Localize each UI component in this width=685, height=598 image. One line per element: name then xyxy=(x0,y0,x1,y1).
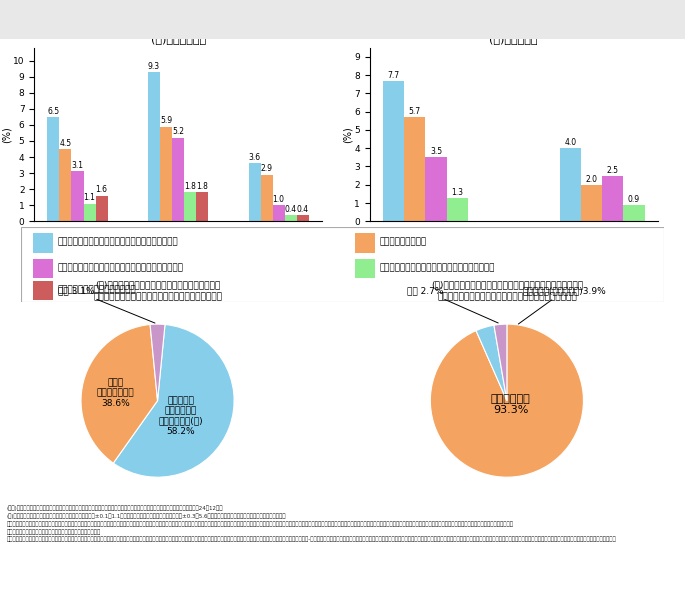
Text: 受けていない
93.3%: 受けていない 93.3% xyxy=(491,393,531,415)
Text: 7.7: 7.7 xyxy=(388,71,399,80)
Text: 2.5: 2.5 xyxy=(607,166,619,175)
Text: 3.1: 3.1 xyxy=(71,161,84,170)
Text: 現在または
過去に支援が
なされている(た)
58.2%: 現在または 過去に支援が なされている(た) 58.2% xyxy=(158,396,203,436)
Bar xyxy=(581,185,602,221)
Text: 5.9: 5.9 xyxy=(160,116,172,125)
Wedge shape xyxy=(113,325,234,477)
Text: 行動面（不注意または多動性・衝動性）で著しい困難: 行動面（不注意または多動性・衝動性）で著しい困難 xyxy=(58,263,184,272)
Y-axis label: (%): (%) xyxy=(1,126,12,143)
Text: 不明 3.1%: 不明 3.1% xyxy=(58,286,155,323)
Title: (３)学習面・行動面のいずれかまたは両方で著しい
困難を示すとされた者のうち、支援を受けた者の割合: (３)学習面・行動面のいずれかまたは両方で著しい 困難を示すとされた者のうち、支… xyxy=(93,280,222,301)
Text: 1.8: 1.8 xyxy=(184,182,196,191)
Text: 5.7: 5.7 xyxy=(409,107,421,116)
Bar xyxy=(84,203,96,221)
Text: 5.2: 5.2 xyxy=(172,127,184,136)
Bar xyxy=(356,258,375,278)
Bar xyxy=(356,233,375,253)
Text: 2.9: 2.9 xyxy=(260,164,273,173)
FancyBboxPatch shape xyxy=(5,3,84,36)
Text: 支援が
なされていない
38.6%: 支援が なされていない 38.6% xyxy=(97,378,134,408)
Bar xyxy=(34,258,53,278)
Text: 2.0: 2.0 xyxy=(586,175,597,184)
Text: 3.6: 3.6 xyxy=(249,153,260,162)
Bar xyxy=(447,197,468,221)
Text: 9.3: 9.3 xyxy=(148,62,160,71)
Bar xyxy=(148,72,160,221)
Bar xyxy=(184,193,196,221)
Text: 1.3: 1.3 xyxy=(451,188,463,197)
Bar xyxy=(160,127,172,221)
Bar xyxy=(34,233,53,253)
Bar xyxy=(560,148,581,221)
Text: 1.0: 1.0 xyxy=(273,195,285,204)
Wedge shape xyxy=(476,325,507,401)
Bar xyxy=(196,193,208,221)
Text: 1.6: 1.6 xyxy=(96,185,108,194)
Text: 1.1: 1.1 xyxy=(84,193,95,202)
Text: 第1-3-9図: 第1-3-9図 xyxy=(25,14,64,24)
Title: (１)全体と男女別: (１)全体と男女別 xyxy=(151,34,205,44)
Bar xyxy=(71,172,84,221)
Bar xyxy=(47,117,60,221)
Wedge shape xyxy=(150,324,165,401)
Bar xyxy=(602,176,623,221)
Text: 4.5: 4.5 xyxy=(60,139,71,148)
Text: (出典)　文部科学省「通常の学級に在籍する発達障害の可能性のある特別な教育的支援を必要とする児童生徒に関する調査」（平成24年12月）
(注)１．　グラフの数値: (出典) 文部科学省「通常の学級に在籍する発達障害の可能性のある特別な教育的支援… xyxy=(7,505,616,542)
Text: 学習面・行動面のいずれかまたは両方で著しい困難: 学習面・行動面のいずれかまたは両方で著しい困難 xyxy=(58,237,179,247)
Bar xyxy=(172,138,184,221)
Bar xyxy=(249,163,260,221)
Text: 0.4: 0.4 xyxy=(297,205,309,213)
Text: 学習面で著しい困難: 学習面で著しい困難 xyxy=(380,237,427,247)
Bar xyxy=(297,215,309,221)
Bar xyxy=(34,281,53,300)
Text: 行動面（対人関係やこだわりなど）で著しい困難: 行動面（対人関係やこだわりなど）で著しい困難 xyxy=(380,263,495,272)
Text: 0.4: 0.4 xyxy=(285,205,297,213)
Wedge shape xyxy=(494,324,507,401)
Bar xyxy=(96,196,108,221)
FancyBboxPatch shape xyxy=(21,227,664,302)
Y-axis label: (%): (%) xyxy=(343,126,353,143)
Bar xyxy=(404,117,425,221)
Text: 不明 2.7%: 不明 2.7% xyxy=(408,286,498,323)
Title: (４)学習面・行動面のいずれかまたは両方で著しい困難を示す
とされた者のうち、通級による指導を受けている者の割合: (４)学習面・行動面のいずれかまたは両方で著しい困難を示す とされた者のうち、通… xyxy=(431,280,583,301)
Text: 学習面・行動面ともに著しい困難: 学習面・行動面ともに著しい困難 xyxy=(58,285,136,295)
Bar xyxy=(273,205,285,221)
Text: 3.5: 3.5 xyxy=(430,148,442,157)
Bar xyxy=(623,205,645,221)
Bar xyxy=(285,215,297,221)
Title: (２)小中学校別: (２)小中学校別 xyxy=(490,34,538,44)
Bar xyxy=(60,149,71,221)
Bar xyxy=(260,175,273,221)
Text: 1.8: 1.8 xyxy=(197,182,208,191)
Wedge shape xyxy=(430,324,584,477)
Bar xyxy=(383,81,404,221)
Text: 第1-3-9図　通常の学級に在籍する発達障害の可能性のある特別な教育的支援を必要とする小学生・中学生: 第1-3-9図 通常の学級に在籍する発達障害の可能性のある特別な教育的支援を必要… xyxy=(89,14,398,24)
Text: 6.5: 6.5 xyxy=(47,106,60,115)
Text: 4.0: 4.0 xyxy=(564,138,576,147)
Bar xyxy=(425,157,447,221)
Text: 受けている(自校・他校)3.9%: 受けている(自校・他校)3.9% xyxy=(519,286,606,324)
Text: 0.9: 0.9 xyxy=(628,195,640,204)
Wedge shape xyxy=(81,325,158,463)
